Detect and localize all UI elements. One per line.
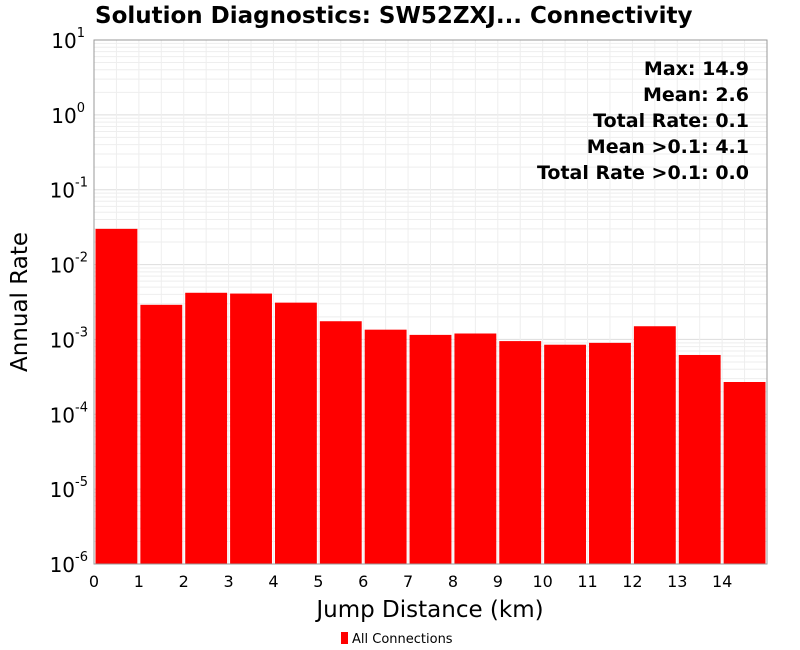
- y-axis-label: Annual Rate: [7, 232, 33, 372]
- y-tick-label-2: 10-1: [50, 176, 88, 203]
- x-tick-labels: 0 1 2 3 4 5 6 7 8 9 10 11 12 13 14: [89, 572, 732, 591]
- x-tick-label-0: 0: [89, 572, 99, 591]
- chart-title: Solution Diagnostics: SW52ZXJ... Connect…: [95, 3, 692, 29]
- x-axis-label: Jump Distance (km): [314, 597, 543, 623]
- legend-label: All Connections: [352, 632, 453, 647]
- y-tick-label-7: 10-6: [50, 550, 88, 577]
- y-tick-label-6: 10-5: [50, 475, 88, 502]
- stat-line-4: Total Rate >0.1: 0.0: [537, 162, 749, 184]
- stat-line-1: Mean: 2.6: [643, 84, 749, 106]
- x-tick-label-7: 7: [403, 572, 413, 591]
- x-tick-label-2: 2: [179, 572, 189, 591]
- plot-border: [93, 39, 768, 565]
- bar-bin-8: [454, 333, 497, 564]
- x-tick-label-13: 13: [667, 572, 687, 591]
- bar-bin-5: [319, 321, 362, 564]
- legend: All Connections: [341, 632, 453, 647]
- x-tick-label-1: 1: [134, 572, 144, 591]
- bar-bin-14: [723, 381, 766, 564]
- stat-line-3: Mean >0.1: 4.1: [587, 136, 749, 158]
- x-tick-label-10: 10: [532, 572, 552, 591]
- stats-annotations: Max: 14.9 Mean: 2.6 Total Rate: 0.1 Mean >0…: [537, 58, 749, 184]
- bars: [95, 228, 766, 564]
- y-tick-label-5: 10-4: [50, 400, 88, 427]
- bar-bin-13: [678, 354, 721, 564]
- bar-bin-11: [589, 342, 631, 564]
- bar-bin-0: [95, 228, 138, 564]
- x-tick-label-3: 3: [224, 572, 234, 591]
- bar-bin-1: [140, 304, 183, 564]
- x-tick-label-11: 11: [577, 572, 597, 591]
- y-tick-labels: 101 100 10-1 10-2 10-3 10-4 10-5 10-6: [50, 26, 88, 577]
- bar-bin-6: [364, 329, 407, 564]
- y-tick-label-0: 101: [51, 26, 85, 53]
- y-tick-label-1: 100: [51, 101, 85, 128]
- y-tick-label-4: 10-3: [50, 325, 88, 352]
- legend-swatch: [341, 632, 348, 644]
- bar-bin-4: [274, 302, 317, 564]
- x-tick-label-12: 12: [622, 572, 642, 591]
- bar-bin-9: [499, 341, 542, 564]
- x-tick-label-14: 14: [712, 572, 732, 591]
- stat-line-2: Total Rate: 0.1: [593, 110, 749, 132]
- bar-bin-3: [230, 293, 272, 564]
- x-tick-label-4: 4: [268, 572, 278, 591]
- bar-bin-10: [544, 344, 587, 564]
- bar-bin-12: [633, 326, 676, 564]
- x-tick-label-5: 5: [313, 572, 323, 591]
- bar-bin-7: [409, 334, 452, 564]
- y-tick-label-3: 10-2: [50, 251, 88, 278]
- stat-line-0: Max: 14.9: [644, 58, 749, 80]
- x-tick-label-9: 9: [493, 572, 503, 591]
- bar-bin-2: [185, 292, 228, 564]
- x-tick-label-6: 6: [358, 572, 368, 591]
- x-tick-label-8: 8: [448, 572, 458, 591]
